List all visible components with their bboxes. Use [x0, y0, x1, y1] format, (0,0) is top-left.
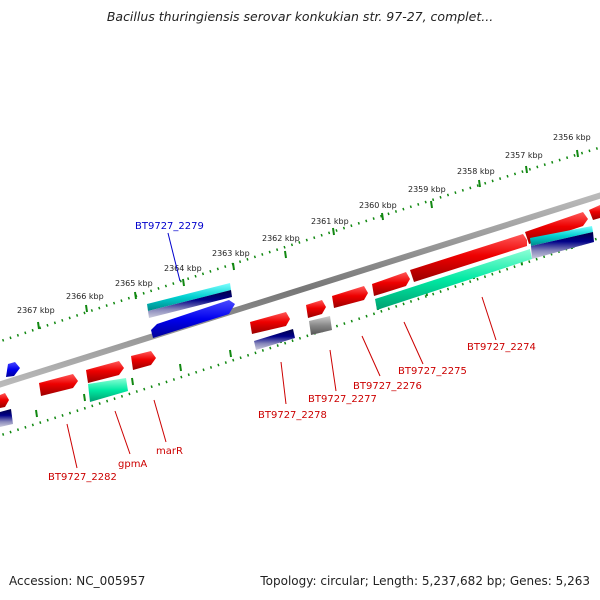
inner-tick-ring: [0, 236, 600, 437]
tick-label: 2364 kbp: [164, 264, 202, 273]
gene-bt9727-2277[interactable]: [306, 300, 326, 318]
gene-label-bt9727-2274[interactable]: BT9727_2274: [467, 342, 536, 353]
gene-label-marR[interactable]: marR: [156, 446, 183, 457]
tick-label: 2367 kbp: [17, 306, 55, 315]
major-ticks: [37, 149, 579, 330]
tick-label: 2357 kbp: [505, 151, 543, 160]
tick-label: 2363 kbp: [212, 249, 250, 258]
cog-bar: [0, 409, 13, 427]
cog-bar: [147, 283, 231, 311]
gene-labels: BT9727_2279 BT9727_2274 BT9727_2275 BT97…: [48, 221, 536, 483]
gene-bt9727-2276[interactable]: [332, 286, 368, 308]
tick-label: 2366 kbp: [66, 292, 104, 301]
gene-label-bt9727-2279[interactable]: BT9727_2279: [135, 221, 204, 232]
cog-bar: [530, 226, 593, 246]
gene-bt9727-2272[interactable]: [589, 205, 600, 220]
tick-label: 2358 kbp: [457, 167, 495, 176]
reverse-genes: [6, 300, 235, 377]
topology-summary: Topology: circular; Length: 5,237,682 bp…: [260, 574, 590, 588]
label-leaders: [66, 232, 497, 469]
gene-left-edge[interactable]: [0, 393, 9, 408]
tick-label: 2356 kbp: [553, 133, 591, 142]
forward-genes: [0, 205, 600, 408]
gene-label-bt9727-2277[interactable]: BT9727_2277: [308, 394, 377, 405]
cog-bar: [375, 249, 532, 310]
tick-label: 2360 kbp: [359, 201, 397, 210]
gene-bt9727-2275[interactable]: [372, 272, 410, 296]
cog-bar: [254, 329, 295, 350]
tick-label: 2365 kbp: [115, 279, 153, 288]
cog-bar: [88, 378, 128, 402]
gene-marR[interactable]: [131, 351, 156, 370]
cog-bars: [0, 226, 594, 427]
map-title: Bacillus thuringiensis serovar konkukian…: [106, 9, 494, 24]
tick-label: 2362 kbp: [262, 234, 300, 243]
gene-label-bt9727-2276[interactable]: BT9727_2276: [353, 381, 422, 392]
accession-label: Accession: NC_005957: [9, 574, 146, 588]
genome-backbone: [0, 192, 600, 388]
tick-labels: 2356 kbp 2357 kbp 2358 kbp 2359 kbp 2360…: [17, 133, 591, 315]
outer-tick-ring: [0, 146, 600, 343]
gene-bt9727-2274[interactable]: [410, 234, 527, 282]
cog-bar: [309, 316, 332, 335]
cog-bar: [148, 290, 232, 318]
gene-label-bt9727-2282[interactable]: BT9727_2282: [48, 472, 117, 483]
gene-bt9727-2278[interactable]: [250, 312, 290, 334]
gene-label-bt9727-2275[interactable]: BT9727_2275: [398, 366, 467, 377]
gene-left-blue[interactable]: [6, 362, 20, 377]
tick-label: 2359 kbp: [408, 185, 446, 194]
gene-gpmA[interactable]: [86, 361, 124, 383]
gene-label-gpmA[interactable]: gpmA: [118, 459, 147, 470]
cog-bar: [531, 232, 594, 259]
gene-bt9727-2279[interactable]: [151, 300, 235, 338]
gene-bt9727-2282[interactable]: [39, 374, 78, 396]
gene-label-bt9727-2278[interactable]: BT9727_2278: [258, 410, 327, 421]
tick-label: 2361 kbp: [311, 217, 349, 226]
